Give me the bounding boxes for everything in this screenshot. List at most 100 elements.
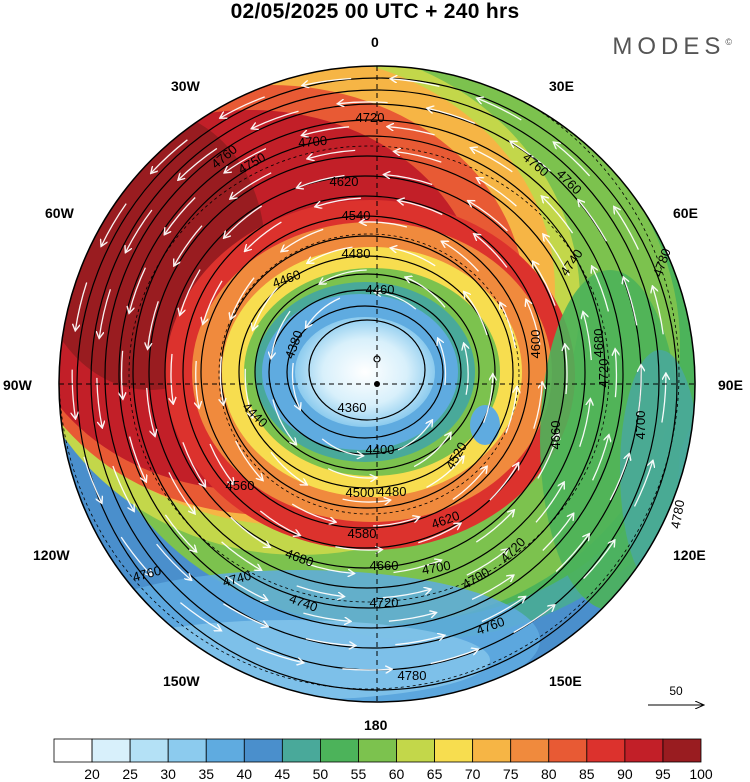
lon-label-30e: 30E (549, 78, 574, 94)
wind-arrow (308, 246, 353, 263)
wind-arrow (555, 534, 589, 572)
wind-arrow (305, 637, 355, 646)
colorbar-swatch (320, 738, 359, 763)
wind-arrow (475, 511, 513, 543)
wind-arrow (338, 102, 388, 104)
wind-arrow (388, 127, 435, 136)
contour-line (254, 273, 480, 471)
wind-arrow (256, 647, 303, 663)
wind-arrow (335, 547, 381, 550)
lon-label-150e: 150E (549, 673, 582, 689)
colorbar-swatch (472, 738, 512, 763)
wind-arrow (661, 374, 666, 423)
wind-arrow (321, 438, 363, 456)
wind-arrow (474, 234, 508, 268)
wind-arrow (296, 585, 344, 597)
contour-label: 4660 (548, 421, 563, 450)
wind-arrow (83, 456, 102, 502)
wind-arrow (112, 465, 134, 511)
wind-arrow (391, 248, 436, 267)
wind-arrow (583, 313, 592, 361)
wind-arrow (438, 339, 447, 386)
wind-arrow (397, 421, 432, 451)
wind-arrow (303, 612, 350, 621)
contour-label: 4720 (356, 110, 385, 125)
wind-arrow (165, 197, 196, 235)
wind-arrow (426, 457, 464, 488)
wind-arrow (306, 297, 341, 327)
wind-arrow (225, 148, 267, 173)
wind-arrow (282, 228, 324, 251)
wind-arrow (609, 454, 629, 501)
colorbar-swatch (662, 738, 702, 763)
colorbar-tick-label: 85 (579, 766, 595, 782)
wind-arrow (225, 575, 267, 600)
wind-arrow (156, 543, 191, 580)
wind-arrow (430, 650, 478, 665)
lon-label-90e: 90E (718, 377, 743, 393)
colorbar-swatch (586, 738, 626, 763)
wind-arrow (395, 636, 444, 646)
brand-logo: MODES© (612, 33, 732, 60)
colorbar-swatch (129, 738, 169, 763)
colorbar-tick-label: 30 (160, 766, 176, 782)
wind-arrow (180, 269, 201, 315)
wind-arrow (148, 301, 159, 348)
colorbar-tick-label: 40 (236, 766, 253, 782)
wind-arrow (120, 536, 151, 575)
wind-arrow (478, 99, 522, 121)
contour-label: 4360 (338, 400, 367, 415)
dashed-contour (59, 66, 680, 690)
wind-arrow (469, 201, 508, 232)
contour-label: 4540 (342, 208, 371, 223)
wind-arrow (399, 201, 443, 216)
contour-line (238, 255, 496, 489)
colorbar-tick-label: 50 (312, 766, 329, 782)
wind-arrow (168, 472, 195, 513)
wind-arrow (384, 175, 433, 186)
colorbar-swatch (91, 738, 131, 763)
colorbar-tick-label: 95 (655, 766, 671, 782)
lon-label-90w: 90W (3, 377, 32, 393)
contour-label: 4460 (366, 282, 395, 297)
wind-arrow (221, 541, 261, 570)
wind-arrow (579, 400, 591, 447)
wind-arrow (624, 278, 638, 326)
reference-vector-label: 50 (669, 684, 683, 698)
wind-arrow (302, 126, 350, 135)
wind-arrow (182, 442, 205, 486)
contour-line (132, 135, 606, 609)
wind-arrow (146, 387, 155, 436)
wind-arrow (565, 345, 567, 395)
wind-arrow (171, 353, 173, 403)
wind-arrow (542, 514, 573, 551)
wind-arrow (342, 669, 391, 670)
wind-arrow (271, 310, 291, 358)
wind-arrow (297, 174, 345, 188)
wind-arrow (466, 550, 508, 576)
wind-arrow (259, 510, 299, 535)
wind-arrow (526, 300, 541, 345)
contour-line (148, 155, 586, 589)
colorbar-swatch (167, 738, 207, 763)
lon-label-150w: 150W (163, 673, 200, 689)
contour-label: 4680 (591, 329, 606, 358)
wind-streamlines (72, 79, 666, 671)
wind-arrow (209, 443, 234, 484)
contour-label: 4780 (668, 499, 688, 530)
wind-arrow (245, 221, 282, 251)
wind-arrow (533, 383, 542, 429)
wind-arrow (179, 147, 218, 179)
colorbar-swatch (510, 738, 550, 763)
contour-label: 4580 (348, 526, 377, 541)
wind-arrow (391, 79, 440, 88)
wind-arrow (452, 467, 487, 501)
colorbar-swatch (281, 738, 321, 763)
colorbar-swatch (243, 738, 283, 763)
wind-arrow (291, 362, 300, 409)
wind-arrow (221, 96, 265, 118)
pole-marker (374, 381, 380, 387)
wind-arrow (126, 209, 153, 252)
contour-label: 4620 (330, 174, 359, 189)
wind-arrow (308, 149, 356, 158)
